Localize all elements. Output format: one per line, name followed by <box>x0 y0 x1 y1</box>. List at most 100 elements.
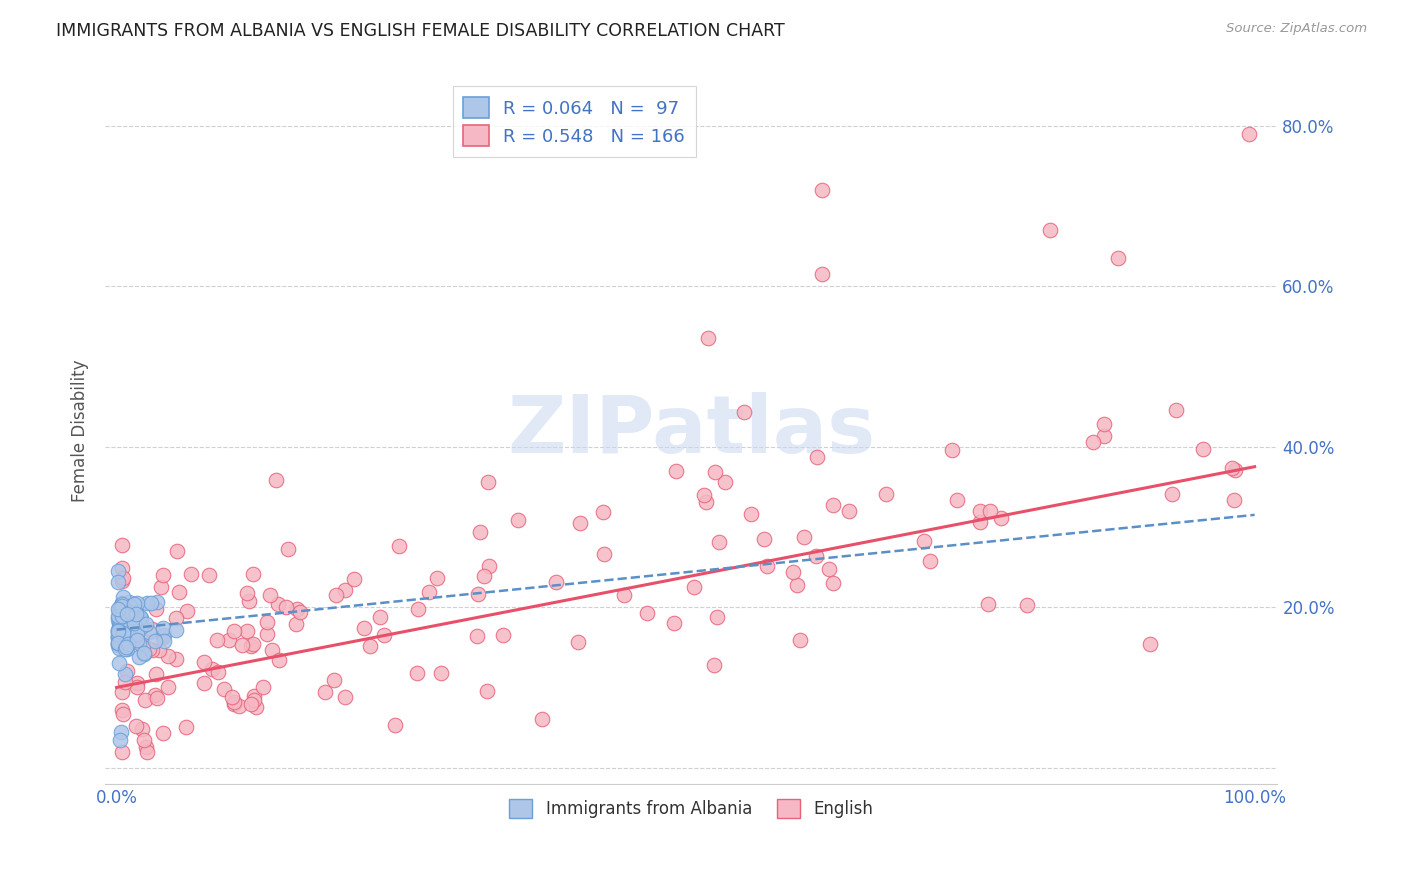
Point <box>193 676 215 690</box>
Point <box>811 267 834 281</box>
Point <box>1166 403 1188 417</box>
Point <box>242 566 264 581</box>
Point <box>110 608 132 623</box>
Point <box>107 609 129 624</box>
Point <box>165 652 187 666</box>
Point <box>114 675 136 690</box>
Point <box>359 639 381 653</box>
Point <box>218 633 240 648</box>
Point <box>115 625 138 640</box>
Point <box>122 602 145 616</box>
Point <box>122 597 145 611</box>
Point <box>740 507 762 521</box>
Point <box>703 465 725 479</box>
Point <box>335 690 357 704</box>
Point <box>110 596 132 610</box>
Point <box>110 598 132 612</box>
Point <box>112 590 135 604</box>
Point <box>107 624 129 638</box>
Point <box>406 601 429 615</box>
Point <box>107 630 129 644</box>
Point <box>979 504 1001 518</box>
Point <box>167 584 190 599</box>
Point <box>145 666 167 681</box>
Point <box>821 499 844 513</box>
Point <box>343 572 366 586</box>
Point <box>136 745 159 759</box>
Point <box>111 745 134 759</box>
Point <box>969 515 991 529</box>
Point <box>1220 461 1243 475</box>
Y-axis label: Female Disability: Female Disability <box>72 359 89 502</box>
Point <box>110 631 132 645</box>
Point <box>107 564 129 578</box>
Point <box>111 609 134 624</box>
Point <box>228 698 250 713</box>
Point <box>120 628 142 642</box>
Point <box>568 516 591 531</box>
Text: Source: ZipAtlas.com: Source: ZipAtlas.com <box>1226 22 1367 36</box>
Point <box>107 611 129 625</box>
Point <box>148 643 170 657</box>
Point <box>118 595 141 609</box>
Point <box>804 549 827 563</box>
Point <box>592 505 614 519</box>
Point <box>107 635 129 649</box>
Point <box>467 587 489 601</box>
Point <box>180 567 202 582</box>
Point <box>132 732 155 747</box>
Point <box>875 487 897 501</box>
Point <box>252 680 274 694</box>
Point <box>165 623 187 637</box>
Point <box>530 712 553 726</box>
Point <box>838 504 860 518</box>
Point <box>285 616 308 631</box>
Point <box>128 649 150 664</box>
Point <box>264 473 287 487</box>
Point <box>239 639 262 653</box>
Point <box>110 608 132 623</box>
Point <box>912 534 935 549</box>
Point <box>1092 429 1115 443</box>
Text: ZIPatlas: ZIPatlas <box>508 392 876 469</box>
Point <box>1237 127 1260 141</box>
Point <box>567 635 589 649</box>
Point <box>683 580 706 594</box>
Point <box>662 615 685 630</box>
Point <box>124 616 146 631</box>
Point <box>426 571 449 585</box>
Point <box>201 662 224 676</box>
Point <box>107 575 129 590</box>
Point <box>239 697 262 711</box>
Point <box>733 405 755 419</box>
Point <box>145 602 167 616</box>
Point <box>418 585 440 599</box>
Point <box>333 582 356 597</box>
Point <box>990 511 1012 525</box>
Point <box>141 622 163 636</box>
Point <box>152 621 174 635</box>
Point <box>111 539 134 553</box>
Point <box>508 513 530 527</box>
Point <box>107 636 129 650</box>
Point <box>135 617 157 632</box>
Text: IMMIGRANTS FROM ALBANIA VS ENGLISH FEMALE DISABILITY CORRELATION CHART: IMMIGRANTS FROM ALBANIA VS ENGLISH FEMAL… <box>56 22 785 40</box>
Point <box>107 623 129 637</box>
Point <box>127 614 149 628</box>
Point <box>108 619 131 633</box>
Point <box>108 599 131 614</box>
Point <box>430 666 453 681</box>
Point <box>156 648 179 663</box>
Point <box>111 685 134 699</box>
Point <box>267 653 290 667</box>
Point <box>242 637 264 651</box>
Point <box>221 690 243 704</box>
Point <box>236 586 259 600</box>
Point <box>153 634 176 648</box>
Point <box>941 442 963 457</box>
Point <box>472 569 495 583</box>
Point <box>127 680 149 694</box>
Point <box>111 604 134 618</box>
Point <box>176 604 198 618</box>
Point <box>544 575 567 590</box>
